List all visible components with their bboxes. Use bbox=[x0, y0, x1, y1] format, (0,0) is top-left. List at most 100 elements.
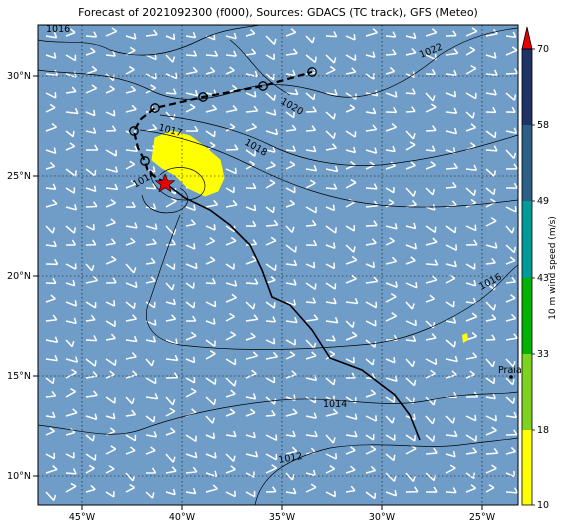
wind-barb-icon bbox=[245, 48, 257, 56]
wind-barb-icon bbox=[165, 263, 176, 270]
wind-barb-icon bbox=[45, 427, 55, 436]
wind-barb-icon bbox=[385, 434, 396, 442]
wind-barb-icon bbox=[105, 396, 116, 404]
wind-barb-icon bbox=[265, 338, 276, 345]
wind-barb-icon bbox=[85, 127, 97, 134]
wind-barb-icon bbox=[505, 68, 518, 75]
wind-barb-icon bbox=[345, 104, 356, 113]
wind-barb-icon bbox=[405, 106, 416, 113]
wind-barb-icon bbox=[505, 206, 517, 213]
wind-barb-icon bbox=[505, 92, 517, 101]
wind-barb-icon bbox=[345, 92, 357, 101]
wind-speed-area-small bbox=[462, 333, 468, 343]
wind-barb-icon bbox=[405, 161, 416, 170]
x-tick-label: 40°W bbox=[169, 512, 196, 523]
wind-barb-icon bbox=[285, 339, 296, 346]
wind-barb-icon bbox=[185, 89, 199, 97]
wind-barb-icon bbox=[205, 350, 216, 360]
wind-barb-icon bbox=[125, 201, 136, 208]
wind-barb-icon bbox=[225, 32, 237, 40]
wind-barb-icon bbox=[345, 465, 356, 474]
wind-barb-icon bbox=[225, 50, 237, 57]
wind-barb-icon bbox=[145, 431, 158, 438]
wind-barb-icon bbox=[385, 186, 395, 194]
wind-barb-icon bbox=[345, 372, 356, 379]
wind-barb-icon bbox=[465, 239, 478, 246]
wind-barb-icon bbox=[225, 104, 238, 113]
wind-barb-icon bbox=[105, 320, 116, 328]
wind-barb-icon bbox=[345, 67, 357, 75]
colorbar-tick-label: 33 bbox=[537, 349, 549, 360]
wind-barb-icon bbox=[45, 122, 57, 132]
wind-barb-icon bbox=[205, 484, 218, 493]
wind-barb-icon bbox=[85, 434, 95, 442]
wind-barb-icon bbox=[445, 69, 457, 77]
wind-barb-icon bbox=[225, 144, 239, 151]
wind-barb-icon bbox=[285, 370, 297, 379]
wind-barb-icon bbox=[465, 447, 478, 455]
colorbar-segment bbox=[522, 125, 532, 201]
wind-barb-icon bbox=[45, 183, 57, 190]
wind-barb-icon bbox=[85, 484, 96, 493]
wind-barb-icon bbox=[145, 238, 157, 246]
wind-barb-icon bbox=[145, 223, 158, 230]
wind-barb-icon bbox=[285, 446, 298, 455]
wind-barb-icon bbox=[405, 377, 417, 387]
wind-barb-icon bbox=[125, 237, 136, 246]
wind-barb-icon bbox=[445, 430, 458, 437]
wind-barb-icon bbox=[445, 355, 458, 363]
wind-barb-icon bbox=[505, 163, 518, 170]
wind-barb-icon bbox=[505, 244, 517, 254]
wind-barb-icon bbox=[165, 225, 177, 236]
past-track-line bbox=[164, 182, 421, 441]
wind-barb-icon bbox=[365, 339, 377, 348]
wind-barb-icon bbox=[105, 445, 117, 455]
wind-barb-icon bbox=[165, 372, 179, 379]
wind-barb-icon bbox=[345, 320, 355, 328]
wind-barb-icon bbox=[445, 107, 458, 114]
wind-barb-icon bbox=[465, 64, 477, 75]
wind-barb-icon bbox=[285, 160, 296, 170]
wind-barb-icon bbox=[165, 453, 176, 463]
wind-barb-icon bbox=[105, 370, 115, 379]
wind-barb-icon bbox=[145, 124, 158, 132]
colorbar-tick-label: 43 bbox=[537, 273, 549, 284]
wind-barb-icon bbox=[85, 47, 96, 56]
wind-barb-icon bbox=[45, 103, 56, 113]
wind-barb-icon bbox=[205, 318, 216, 325]
wind-barb-icon bbox=[425, 358, 438, 366]
wind-barb-icon bbox=[185, 50, 198, 57]
wind-barb-icon bbox=[265, 410, 276, 417]
wind-barb-icon bbox=[365, 301, 378, 309]
wind-barb-icon bbox=[465, 92, 477, 100]
wind-barb-icon bbox=[125, 370, 138, 379]
wind-barb-icon bbox=[265, 316, 277, 323]
wind-barb-icon bbox=[125, 263, 137, 274]
wind-barb-icon bbox=[285, 408, 298, 417]
wind-barb-icon bbox=[305, 106, 317, 113]
colorbar-extend-arrow bbox=[521, 26, 533, 50]
wind-barb-icon bbox=[245, 204, 257, 212]
wind-barb-icon bbox=[65, 263, 77, 270]
wind-barb-icon bbox=[505, 106, 516, 113]
wind-barb-icon bbox=[245, 160, 255, 170]
wind-barb-icon bbox=[105, 358, 117, 367]
wind-barb-icon bbox=[185, 487, 197, 495]
colorbar-segment bbox=[522, 49, 532, 125]
wind-barb-icon bbox=[285, 48, 298, 56]
wind-barb-icon bbox=[405, 358, 416, 368]
wind-barb-icon bbox=[365, 389, 377, 398]
map-frame bbox=[37, 24, 519, 506]
wind-barb-icon bbox=[85, 31, 98, 38]
colorbar-segment bbox=[522, 201, 532, 278]
wind-barb-icon bbox=[445, 301, 455, 308]
wind-barb-icon bbox=[105, 166, 119, 173]
wind-barb-icon bbox=[205, 432, 216, 440]
forecast-track-line bbox=[132, 70, 313, 184]
wind-barb-icon bbox=[425, 259, 439, 266]
wind-barb-icon bbox=[285, 279, 297, 286]
wind-barb-icon bbox=[65, 86, 77, 94]
wind-barb-icon bbox=[45, 377, 55, 385]
wind-barb-icon bbox=[365, 220, 378, 227]
wind-barb-icon bbox=[145, 73, 157, 80]
